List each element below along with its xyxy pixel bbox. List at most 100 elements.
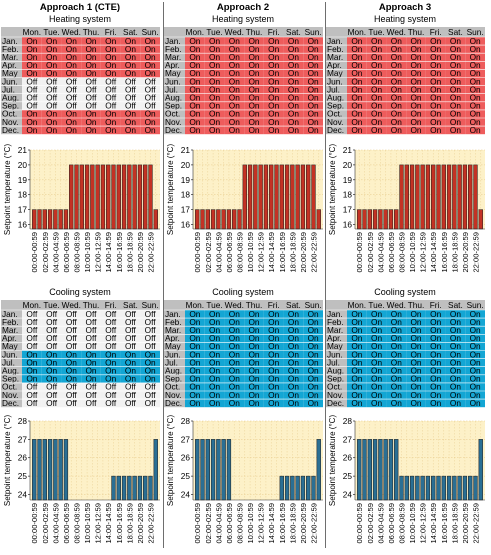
month-label: Mar. xyxy=(2,52,18,62)
schedule-cell-value: On xyxy=(351,374,362,384)
month-label-bg xyxy=(1,334,22,343)
schedule-cell xyxy=(22,45,42,54)
schedule-cell-value: On xyxy=(371,317,382,327)
schedule-cell-value: Off xyxy=(125,309,137,319)
schedule-cell-value: On xyxy=(450,374,461,384)
schedule-cell-value: On xyxy=(268,325,279,335)
schedule-cell xyxy=(120,391,141,400)
month-label: Sep. xyxy=(165,374,182,384)
schedule-cell-value: On xyxy=(410,76,421,86)
schedule-cell-value: On xyxy=(85,68,96,78)
schedule-cell xyxy=(224,374,245,383)
setpoint-bar xyxy=(127,475,132,501)
month-label: Jun. xyxy=(327,349,343,359)
schedule-cell-value: Off xyxy=(86,317,98,327)
schedule-cell xyxy=(445,334,466,343)
setpoint-bar xyxy=(132,164,137,230)
x-tick-label: 08:00-08:59 xyxy=(236,232,245,273)
schedule-cell-value: On xyxy=(288,382,299,392)
schedule-cell-value: On xyxy=(288,125,299,135)
schedule-cell-value: On xyxy=(410,366,421,376)
schedule-cell xyxy=(61,350,82,359)
schedule-cell xyxy=(386,342,407,351)
schedule-cell-value: On xyxy=(308,36,319,46)
month-label-bg xyxy=(164,93,185,102)
schedule-cell xyxy=(204,342,225,351)
schedule-cell-value: On xyxy=(189,398,200,408)
schedule-cell xyxy=(303,53,323,62)
schedule-cell-value: On xyxy=(268,125,279,135)
setpoint-bar xyxy=(195,209,200,230)
schedule-cell-value: On xyxy=(248,52,259,62)
schedule-cell-value: On xyxy=(248,76,259,86)
schedule-cell xyxy=(386,101,407,110)
schedule-cell-value: On xyxy=(268,366,279,376)
setpoint-bar xyxy=(274,164,279,230)
schedule-cell-value: On xyxy=(308,52,319,62)
schedule-cell xyxy=(445,37,466,46)
schedule-cell-value: On xyxy=(470,309,481,319)
month-label: Sep. xyxy=(165,101,182,111)
day-header: Fri. xyxy=(430,27,442,37)
x-tick-label: 10:00-10:59 xyxy=(83,232,92,273)
schedule-cell-value: On xyxy=(248,93,259,103)
y-tick-label: 24 xyxy=(18,489,28,499)
schedule-cell xyxy=(445,326,466,335)
schedule-cell xyxy=(303,101,323,110)
schedule-cell xyxy=(244,85,264,94)
schedule-cell-value: On xyxy=(470,109,481,119)
schedule-cell xyxy=(120,342,141,351)
month-label: Aug. xyxy=(327,93,344,103)
schedule-cell xyxy=(283,126,304,135)
schedule-cell-value: Off xyxy=(145,382,157,392)
schedule-cell xyxy=(41,45,62,54)
schedule-cell-value: On xyxy=(46,44,57,54)
schedule-cell-value: On xyxy=(470,84,481,94)
schedule-cell xyxy=(425,61,446,70)
schedule-cell-value: On xyxy=(450,382,461,392)
schedule-cell-value: On xyxy=(209,366,220,376)
schedule-cell-value: On xyxy=(268,382,279,392)
x-tick-label: 00:00-00:59 xyxy=(193,232,202,273)
day-header: Tue. xyxy=(43,27,59,37)
schedule-cell xyxy=(140,77,160,86)
x-tick-label: 18:00-18:59 xyxy=(288,503,297,544)
setpoint-bar xyxy=(404,475,409,501)
schedule-cell-value: On xyxy=(410,84,421,94)
month-label: Dec. xyxy=(2,398,19,408)
schedule-cell-value: On xyxy=(470,341,481,351)
schedule-cell xyxy=(465,342,485,351)
month-label-bg xyxy=(326,399,347,408)
schedule-cell xyxy=(263,391,284,400)
schedule-cell xyxy=(244,334,264,343)
schedule-cell xyxy=(140,53,160,62)
schedule-cell xyxy=(22,366,42,375)
schedule-cell xyxy=(140,126,160,135)
schedule-cell xyxy=(204,118,225,127)
month-label-bg xyxy=(326,93,347,102)
schedule-cell-value: On xyxy=(351,125,362,135)
setpoint-bar xyxy=(362,439,367,501)
setpoint-bar xyxy=(121,475,127,501)
x-tick-label: 14:00-14:59 xyxy=(104,232,113,273)
month-label-bg xyxy=(326,318,347,327)
month-label: Feb. xyxy=(2,317,19,327)
x-tick-label: 08:00-08:59 xyxy=(73,503,82,544)
schedule-cell xyxy=(22,374,42,383)
month-label: Jan. xyxy=(165,36,181,46)
schedule-cell-value: On xyxy=(430,93,441,103)
month-label-bg xyxy=(326,382,347,391)
schedule-cell-value: On xyxy=(66,68,77,78)
setpoint-bar xyxy=(279,475,284,501)
schedule-cell-value: On xyxy=(288,117,299,127)
schedule-cell xyxy=(347,358,367,367)
schedule-cell xyxy=(120,45,141,54)
schedule-cell xyxy=(445,310,466,319)
setpoint-bar xyxy=(316,209,321,230)
day-header: Mon. xyxy=(186,300,204,310)
schedule-cell-value: On xyxy=(145,36,156,46)
schedule-cell-value: On xyxy=(450,76,461,86)
schedule-cell-value: On xyxy=(209,398,220,408)
schedule-cell xyxy=(386,382,407,391)
schedule-cell xyxy=(366,350,387,359)
